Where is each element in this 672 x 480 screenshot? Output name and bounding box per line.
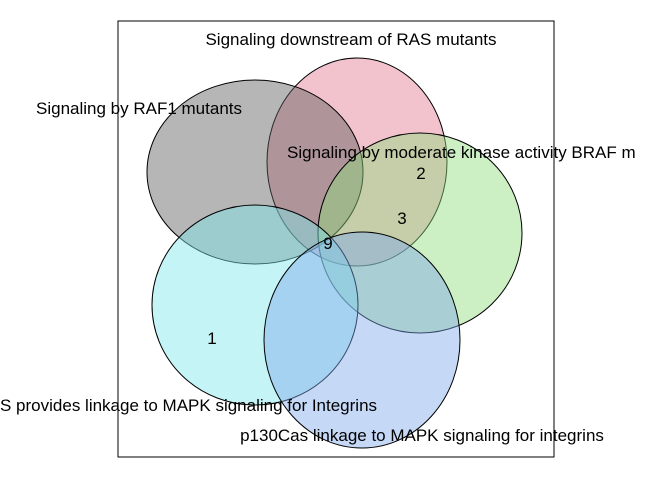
set-ellipse-ras-mutants <box>266 57 448 267</box>
set-ellipse-p130cas <box>263 231 461 449</box>
region-count: 3 <box>397 209 406 228</box>
set-ellipse-braf-moderate <box>317 132 523 334</box>
set-label-braf-moderate: Signaling by moderate kinase activity BR… <box>287 143 636 162</box>
set-label-mapk-integrins: S provides linkage to MAPK signaling for… <box>0 396 377 415</box>
region-count: 9 <box>323 234 332 253</box>
set-label-ras-mutants: Signaling downstream of RAS mutants <box>205 30 496 49</box>
plot-frame <box>117 20 555 458</box>
region-count: 2 <box>416 164 425 183</box>
region-count: 1 <box>207 329 216 348</box>
set-ellipse-raf1-mutants <box>146 79 364 265</box>
set-ellipse-mapk-integrins <box>151 204 359 406</box>
set-label-raf1-mutants: Signaling by RAF1 mutants <box>36 99 242 118</box>
set-label-p130cas: p130Cas linkage to MAPK signaling for in… <box>240 426 604 445</box>
